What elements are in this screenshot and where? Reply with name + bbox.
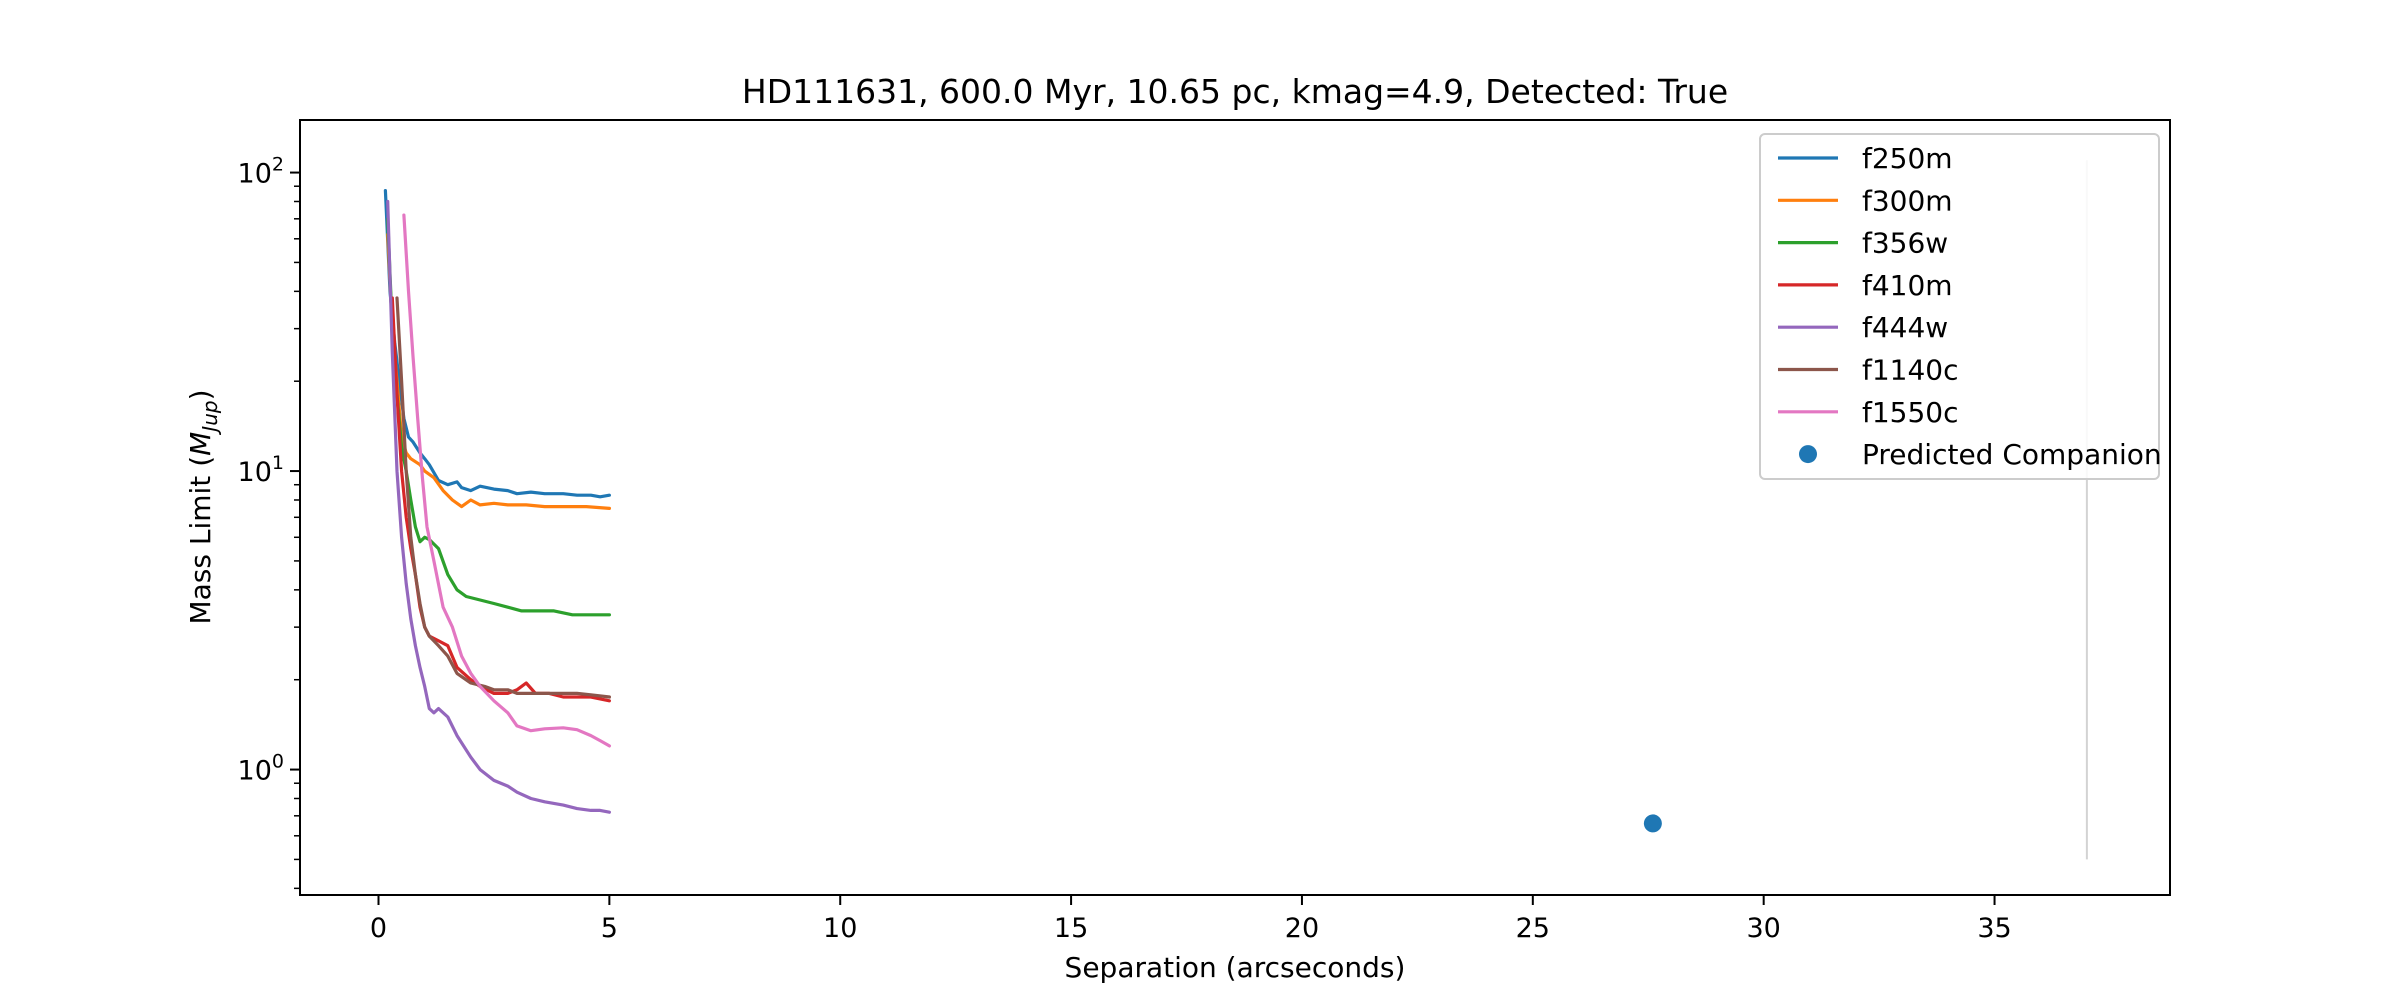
plot-content [383, 160, 2088, 860]
axes-frame [299, 119, 2171, 896]
y-tick-label: 100 [238, 751, 284, 787]
x-tick-label: 35 [1977, 913, 2011, 944]
y-axis-ticks: 100 101 102 [238, 154, 300, 890]
x-axis-ticks: 0 5 10 15 20 25 30 35 [370, 895, 2012, 944]
series-line-f1140c [395, 296, 612, 699]
legend-label-f1140c: f1140c [1862, 354, 1959, 387]
x-tick-label: 25 [1516, 913, 1550, 944]
legend-label-f356w: f356w [1862, 227, 1948, 260]
series-line-f1550c [402, 213, 612, 748]
legend-swatch-predicted-companion [1799, 445, 1817, 464]
legend-entries: f250m f300m f356w f410m f444w f1140c f1550c Pre… [1778, 142, 2162, 471]
y-axis-label-subscript: Jup [198, 400, 222, 435]
predicted-companion-point [1643, 814, 1662, 833]
y-tick-label: 101 [238, 452, 284, 488]
y-axis-label-close: ) [184, 389, 217, 400]
legend-box [1759, 133, 2160, 480]
legend: f250m f300m f356w f410m f444w f1140c f1550c Pre… [1759, 133, 2162, 480]
x-tick-label: 20 [1285, 913, 1319, 944]
legend-label-f300m: f300m [1862, 184, 1953, 217]
legend-label-predicted-companion: Predicted Companion [1862, 438, 2162, 471]
legend-label-f410m: f410m [1862, 269, 1953, 302]
legend-label-f444w: f444w [1862, 311, 1948, 344]
legend-label-f250m: f250m [1862, 142, 1953, 175]
x-tick-label: 0 [370, 913, 387, 944]
series-line-f444w [386, 199, 612, 814]
y-axis-label-main: Mass Limit ( [184, 456, 217, 625]
legend-label-f1550c: f1550c [1862, 396, 1959, 429]
x-tick-label: 15 [1054, 913, 1088, 944]
x-tick-label: 5 [601, 913, 618, 944]
x-tick-label: 10 [823, 913, 857, 944]
y-axis-label-symbol: M [184, 432, 217, 456]
x-tick-label: 30 [1746, 913, 1780, 944]
y-axis-label: Mass Limit (MJup) [184, 389, 222, 624]
chart-title: HD111631, 600.0 Myr, 10.65 pc, kmag=4.9,… [742, 72, 1728, 111]
x-axis-label: Separation (arcseconds) [1065, 951, 1406, 984]
y-tick-label: 102 [238, 154, 284, 190]
